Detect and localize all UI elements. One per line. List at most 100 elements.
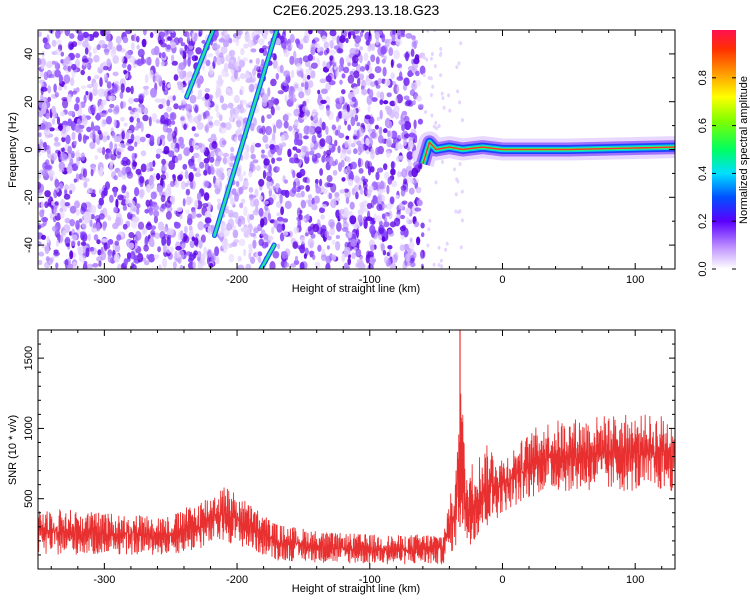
noise-speckle	[347, 257, 352, 266]
noise-speckle	[433, 64, 437, 69]
noise-speckle	[137, 221, 145, 230]
noise-speckle	[338, 111, 343, 119]
noise-speckle	[328, 156, 334, 167]
noise-speckle	[234, 136, 238, 144]
noise-speckle	[143, 107, 149, 115]
noise-speckle	[153, 215, 158, 224]
noise-speckle	[249, 214, 255, 221]
noise-speckle	[235, 113, 239, 120]
noise-speckle	[396, 94, 403, 104]
noise-speckle	[140, 163, 147, 173]
noise-speckle	[203, 192, 210, 201]
noise-speckle	[315, 186, 322, 194]
noise-speckle	[439, 73, 443, 78]
noise-speckle	[261, 93, 269, 104]
noise-speckle	[156, 185, 164, 193]
noise-speckle	[157, 246, 162, 253]
noise-speckle	[276, 166, 280, 172]
noise-speckle	[220, 55, 225, 65]
noise-speckle	[41, 216, 49, 223]
y-tick-label: 1000	[23, 416, 35, 440]
noise-speckle	[63, 74, 71, 84]
noise-speckle	[151, 112, 158, 123]
noise-speckle	[404, 261, 411, 267]
noise-speckle	[367, 46, 371, 52]
noise-speckle	[64, 188, 68, 196]
noise-speckle	[227, 156, 231, 165]
noise-speckle	[41, 209, 45, 214]
noise-speckle	[89, 219, 93, 227]
noise-speckle	[260, 229, 266, 237]
noise-speckle	[111, 46, 117, 55]
noise-speckle	[64, 184, 69, 191]
noise-speckle	[167, 36, 172, 41]
noise-speckle	[381, 58, 386, 64]
noise-speckle	[134, 141, 138, 148]
noise-speckle	[134, 126, 139, 131]
noise-speckle	[123, 122, 128, 127]
noise-speckle	[374, 124, 379, 130]
noise-speckle	[421, 232, 425, 238]
noise-speckle	[144, 235, 149, 245]
noise-speckle	[189, 180, 194, 189]
noise-speckle	[145, 184, 151, 193]
noise-speckle	[96, 147, 103, 153]
noise-speckle	[188, 51, 195, 56]
noise-speckle	[370, 81, 376, 87]
noise-speckle	[102, 221, 107, 231]
noise-speckle	[222, 40, 230, 48]
noise-speckle	[456, 179, 460, 184]
noise-speckle	[82, 31, 90, 38]
noise-speckle	[101, 238, 108, 243]
noise-speckle	[93, 234, 99, 241]
noise-speckle	[171, 60, 178, 66]
noise-speckle	[65, 242, 71, 248]
noise-speckle	[61, 136, 66, 143]
noise-speckle	[168, 150, 175, 158]
noise-speckle	[53, 204, 58, 210]
noise-speckle	[175, 257, 180, 263]
noise-speckle	[78, 102, 82, 112]
noise-speckle	[267, 197, 274, 206]
noise-speckle	[223, 208, 230, 214]
noise-speckle	[320, 214, 325, 220]
noise-speckle	[128, 129, 132, 135]
noise-speckle	[370, 147, 374, 155]
noise-speckle	[85, 63, 90, 68]
noise-speckle	[158, 52, 162, 59]
noise-speckle	[219, 114, 223, 122]
noise-speckle	[185, 104, 193, 112]
noise-speckle	[185, 196, 192, 206]
noise-speckle	[200, 234, 206, 243]
noise-speckle	[322, 60, 327, 69]
noise-speckle	[90, 168, 94, 177]
noise-speckle	[161, 166, 168, 172]
noise-speckle	[75, 158, 80, 167]
noise-speckle	[341, 89, 346, 95]
noise-speckle	[153, 45, 160, 56]
noise-speckle	[204, 88, 210, 93]
spectrogram-x-axis-label: Height of straight line (km)	[292, 283, 420, 295]
noise-speckle	[460, 218, 464, 223]
noise-speckle	[173, 74, 179, 81]
noise-speckle	[47, 85, 52, 94]
noise-speckle	[235, 38, 240, 47]
noise-speckle	[297, 70, 304, 78]
noise-speckle	[332, 62, 337, 67]
noise-speckle	[312, 254, 316, 260]
noise-speckle	[437, 124, 441, 128]
noise-speckle	[378, 30, 383, 36]
noise-speckle	[375, 171, 380, 181]
noise-speckle	[148, 116, 152, 127]
noise-speckle	[216, 82, 221, 93]
noise-speckle	[420, 222, 425, 229]
noise-speckle	[53, 249, 59, 254]
noise-speckle	[75, 149, 80, 159]
noise-speckle	[395, 194, 399, 200]
noise-speckle	[262, 45, 268, 50]
noise-speckle	[52, 216, 57, 223]
noise-speckle	[89, 131, 96, 140]
noise-speckle	[172, 95, 176, 101]
noise-speckle	[336, 221, 342, 232]
